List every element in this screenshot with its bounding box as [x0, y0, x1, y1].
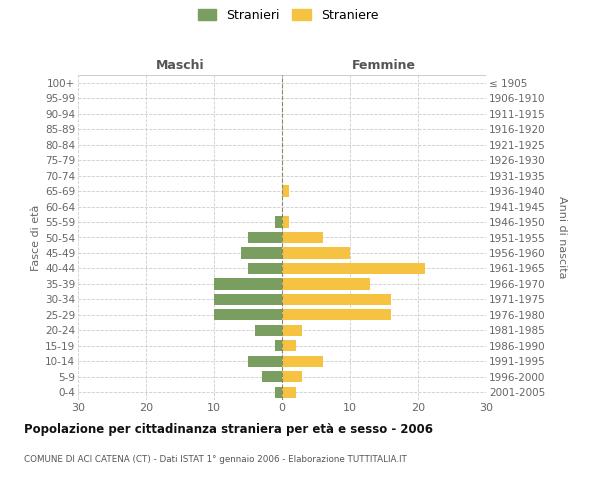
Text: Popolazione per cittadinanza straniera per età e sesso - 2006: Popolazione per cittadinanza straniera p…	[24, 422, 433, 436]
Bar	[275, 216, 282, 228]
Bar	[282, 310, 391, 320]
Y-axis label: Fasce di età: Fasce di età	[31, 204, 41, 270]
Bar	[214, 310, 282, 320]
Bar	[248, 356, 282, 367]
Bar	[248, 232, 282, 243]
Bar	[282, 356, 323, 367]
Bar	[282, 325, 302, 336]
Bar	[282, 263, 425, 274]
Text: Femmine: Femmine	[352, 59, 416, 72]
Bar	[282, 216, 289, 228]
Bar	[282, 386, 296, 398]
Bar	[282, 340, 296, 351]
Bar	[255, 325, 282, 336]
Bar	[282, 294, 391, 305]
Bar	[241, 248, 282, 258]
Bar	[275, 340, 282, 351]
Y-axis label: Anni di nascita: Anni di nascita	[557, 196, 566, 279]
Bar	[262, 371, 282, 382]
Bar	[282, 186, 289, 196]
Bar	[282, 371, 302, 382]
Bar	[275, 386, 282, 398]
Bar	[282, 232, 323, 243]
Bar	[214, 278, 282, 289]
Text: COMUNE DI ACI CATENA (CT) - Dati ISTAT 1° gennaio 2006 - Elaborazione TUTTITALIA: COMUNE DI ACI CATENA (CT) - Dati ISTAT 1…	[24, 455, 407, 464]
Bar	[282, 278, 370, 289]
Bar	[214, 294, 282, 305]
Legend: Stranieri, Straniere: Stranieri, Straniere	[197, 8, 379, 22]
Bar	[282, 248, 350, 258]
Text: Maschi: Maschi	[155, 59, 205, 72]
Bar	[248, 263, 282, 274]
